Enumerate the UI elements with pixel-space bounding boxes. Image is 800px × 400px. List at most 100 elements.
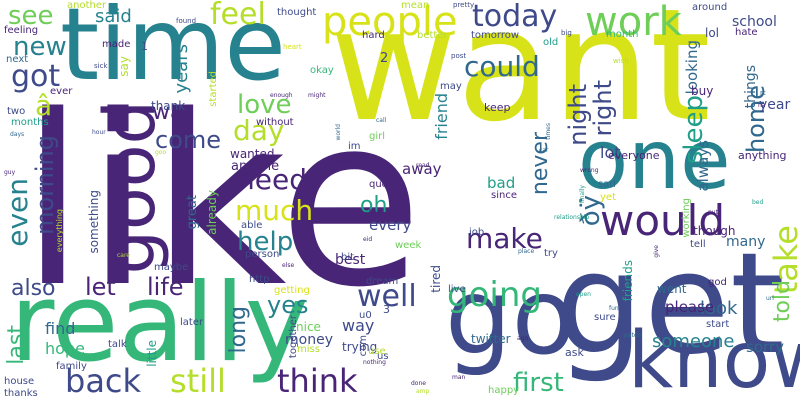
word: away bbox=[402, 160, 442, 178]
word: well bbox=[357, 279, 417, 314]
word: went bbox=[657, 282, 687, 296]
word: start bbox=[706, 319, 730, 330]
word: okay bbox=[310, 65, 334, 76]
word: goo bbox=[155, 149, 167, 156]
word: get bbox=[555, 223, 785, 386]
word: already bbox=[205, 190, 219, 235]
word: twitter bbox=[471, 332, 511, 346]
word: sure bbox=[594, 312, 616, 323]
word: give bbox=[653, 245, 660, 258]
word: girl bbox=[369, 131, 386, 142]
word: open bbox=[576, 291, 591, 298]
word: still bbox=[170, 362, 226, 400]
word: wanted bbox=[230, 147, 275, 161]
word: way bbox=[342, 316, 375, 335]
word: find bbox=[45, 319, 76, 338]
word: food bbox=[369, 209, 383, 216]
word: help bbox=[237, 227, 294, 257]
word: sick bbox=[94, 62, 108, 70]
word: want bbox=[330, 0, 711, 156]
word: love bbox=[237, 90, 292, 120]
word: http bbox=[249, 274, 270, 285]
word: make bbox=[466, 222, 543, 255]
word: let bbox=[85, 273, 116, 301]
word: feeling bbox=[4, 25, 39, 36]
word: really bbox=[10, 261, 309, 386]
word: hour bbox=[92, 129, 106, 136]
word: money bbox=[285, 332, 333, 348]
word: yet bbox=[600, 192, 616, 203]
word: something bbox=[87, 190, 101, 254]
word: together bbox=[288, 315, 299, 359]
word: please bbox=[665, 298, 715, 316]
word: last bbox=[4, 325, 29, 365]
word: us bbox=[377, 351, 389, 362]
word: old bbox=[543, 37, 559, 48]
word: since bbox=[491, 190, 517, 201]
word: thank bbox=[151, 99, 186, 113]
word: thought bbox=[277, 7, 317, 18]
word: said bbox=[95, 6, 132, 27]
word: night bbox=[564, 84, 592, 146]
word: ago bbox=[517, 335, 529, 342]
word: url bbox=[766, 295, 774, 302]
word: times bbox=[545, 123, 552, 140]
word: trying bbox=[342, 340, 378, 354]
word: big bbox=[561, 29, 572, 37]
word: best bbox=[335, 252, 366, 268]
word: also bbox=[11, 276, 56, 301]
word: time bbox=[60, 0, 286, 103]
word: week bbox=[395, 240, 422, 251]
word: family bbox=[56, 361, 87, 372]
word: thing bbox=[336, 157, 362, 168]
word: care bbox=[117, 252, 131, 259]
word: know bbox=[628, 316, 800, 400]
word: mean bbox=[401, 0, 430, 11]
word: even bbox=[1, 178, 34, 247]
word: day bbox=[233, 114, 285, 147]
word: great bbox=[185, 195, 200, 230]
word: hate bbox=[735, 27, 758, 38]
word: guy bbox=[4, 169, 16, 176]
word: yes bbox=[267, 291, 309, 319]
word: man bbox=[452, 374, 466, 381]
word: rt bbox=[760, 89, 766, 97]
word: two bbox=[7, 106, 26, 117]
word: work bbox=[585, 0, 682, 45]
word: post bbox=[451, 52, 467, 60]
word: job bbox=[469, 227, 485, 238]
word: right bbox=[589, 80, 617, 137]
word: see bbox=[8, 1, 54, 31]
word: years bbox=[171, 44, 192, 94]
word: happy bbox=[488, 385, 520, 396]
word: life bbox=[147, 273, 184, 301]
word: year bbox=[759, 97, 791, 113]
word: another bbox=[67, 0, 107, 11]
word: need bbox=[237, 163, 307, 196]
word: 1 bbox=[141, 40, 148, 53]
word: many bbox=[726, 234, 766, 250]
word: bed bbox=[752, 199, 764, 206]
word: im bbox=[348, 141, 361, 152]
word: enough bbox=[270, 92, 293, 99]
word: every bbox=[369, 216, 412, 234]
word: heart bbox=[283, 43, 302, 51]
word: better bbox=[417, 30, 448, 41]
word: quot bbox=[369, 179, 392, 190]
word: 2 bbox=[380, 51, 389, 66]
word: around bbox=[692, 2, 728, 13]
word: live bbox=[448, 284, 466, 295]
word: pretty bbox=[453, 1, 475, 9]
word: eid bbox=[363, 236, 373, 243]
word: today bbox=[472, 0, 558, 34]
word: everyone bbox=[608, 149, 660, 162]
word: bit bbox=[341, 252, 355, 263]
word: hard bbox=[362, 30, 385, 41]
word: else bbox=[282, 262, 295, 269]
word: little bbox=[145, 340, 159, 367]
word: could bbox=[464, 50, 540, 83]
word: watch bbox=[623, 332, 642, 339]
word: might bbox=[308, 92, 326, 99]
word: buy bbox=[691, 84, 714, 98]
